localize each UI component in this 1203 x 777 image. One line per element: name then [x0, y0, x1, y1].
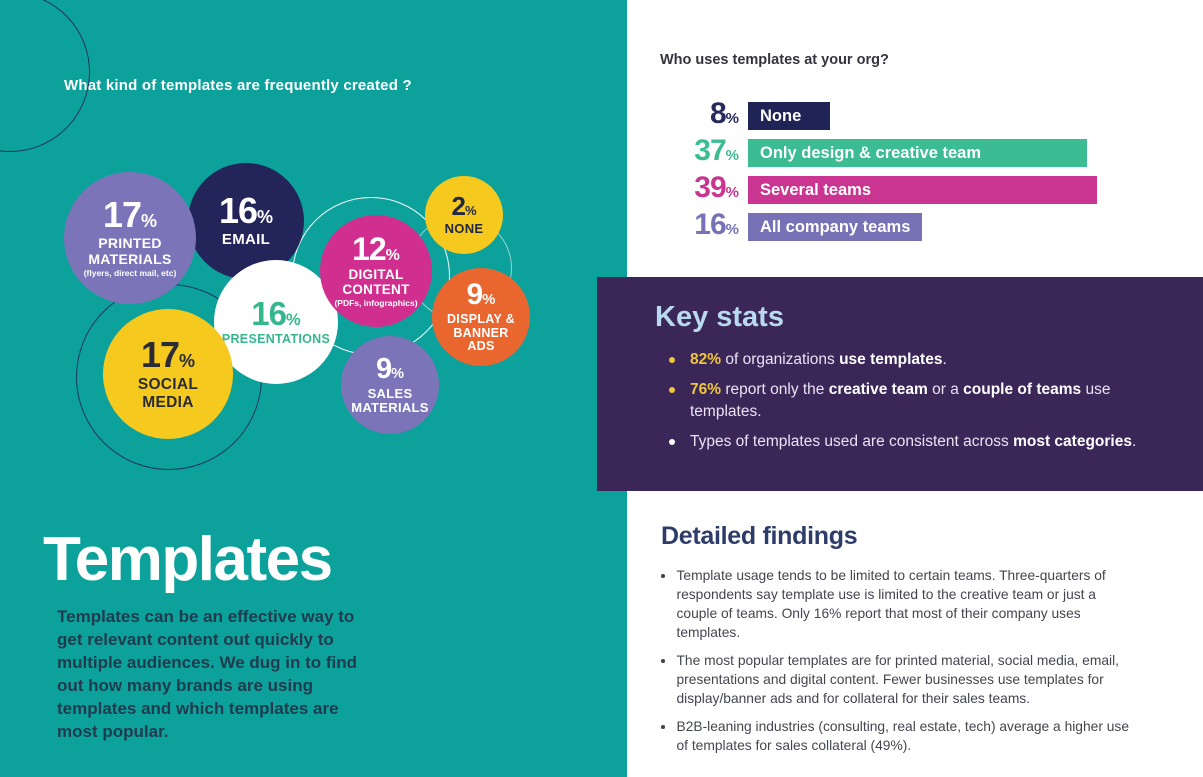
- bubble-social-media: 17% SOCIAL MEDIA: [103, 309, 233, 439]
- bubble-label: EMAIL: [221, 231, 271, 249]
- bubble-value: 17%: [140, 334, 196, 376]
- left-panel: What kind of templates are frequently cr…: [0, 0, 627, 777]
- intro-paragraph: Templates can be an effective way to get…: [57, 607, 358, 741]
- bubble-value: 2%: [451, 191, 477, 222]
- bar-label: All company teams: [760, 217, 911, 236]
- bar-label: Only design & creative team: [760, 143, 982, 162]
- bubble-none: 2% NONE: [425, 176, 503, 254]
- bullet-dot: [661, 725, 665, 729]
- bubble-digital-content: 12% DIGITAL CONTENT (PDFs, infographics): [320, 215, 432, 327]
- bubble-label: PRESENTATIONS: [221, 332, 331, 347]
- bubble-chart-question: What kind of templates are frequently cr…: [64, 77, 412, 94]
- bar-segment: All company teams: [748, 213, 922, 241]
- bar-row-none: 8% None: [660, 96, 1097, 130]
- detailed-findings-list: Template usage tends to be limited to ce…: [661, 566, 1139, 755]
- bubble-sales-materials: 9% SALES MATERIALS: [341, 336, 439, 434]
- bubble-value: 16%: [251, 295, 301, 333]
- key-stats-panel: Key stats 82% of organizations use templ…: [597, 277, 1203, 491]
- bullet-dot: [661, 659, 665, 663]
- bubble-label: SOCIAL MEDIA: [137, 376, 199, 411]
- bubble-email: 16% EMAIL: [188, 163, 304, 279]
- bar-percent: 39%: [694, 170, 739, 204]
- bubble-label: NONE: [444, 221, 484, 237]
- list-item: Types of templates used are consistent a…: [669, 431, 1148, 453]
- bullet-dot: [669, 439, 675, 445]
- bar-percent: 8%: [709, 96, 739, 130]
- bar-percent: 37%: [694, 133, 739, 167]
- bubble-sublabel: (PDFs, infographics): [334, 298, 418, 309]
- list-item: 76% report only the creative team or a c…: [669, 379, 1148, 423]
- bar-segment: Several teams: [748, 176, 1097, 204]
- bubble-presentations: 16% PRESENTATIONS: [214, 260, 338, 384]
- bullet-dot: [669, 357, 675, 363]
- bubble-value: 9%: [466, 277, 496, 311]
- page-title: Templates: [43, 525, 333, 594]
- detailed-findings-section: Detailed findings Template usage tends t…: [661, 522, 1139, 764]
- bubble-label: PRINTED MATERIALS: [88, 235, 172, 267]
- bubble-label: SALES MATERIALS: [351, 385, 429, 415]
- bullet-dot: [661, 574, 665, 578]
- bubble-display-banner-ads: 9% DISPLAY & BANNER ADS: [432, 268, 530, 366]
- bubble-value: 17%: [102, 194, 158, 236]
- key-stats-title: Key stats: [655, 301, 784, 333]
- bar-segment: None: [748, 102, 830, 130]
- list-item: The most popular templates are for print…: [661, 651, 1139, 708]
- bubble-value: 12%: [352, 230, 400, 267]
- bar-label: Several teams: [760, 180, 871, 199]
- bar-row-all-company: 16% All company teams: [660, 207, 1097, 241]
- bubble-value: 9%: [375, 352, 405, 385]
- list-item: B2B-leaning industries (consulting, real…: [661, 717, 1139, 755]
- decorative-ring: [0, 0, 90, 152]
- bar-percent: 16%: [694, 207, 739, 241]
- bullet-dot: [669, 387, 675, 393]
- bar-segment: Only design & creative team: [748, 139, 1087, 167]
- bubble-label: DIGITAL CONTENT: [342, 266, 410, 297]
- key-stats-list: 82% of organizations use templates. 76% …: [669, 349, 1148, 461]
- bar-label: None: [760, 106, 802, 125]
- bar-row-design-creative: 37% Only design & creative team: [660, 133, 1097, 167]
- bubble-label: DISPLAY & BANNER ADS: [446, 311, 515, 354]
- bar-row-several-teams: 39% Several teams: [660, 170, 1097, 204]
- detailed-findings-title: Detailed findings: [661, 522, 858, 550]
- list-item: Template usage tends to be limited to ce…: [661, 566, 1139, 642]
- bubble-value: 16%: [218, 190, 274, 232]
- bubble-printed-materials: 17% PRINTED MATERIALS (flyers, direct ma…: [64, 172, 196, 304]
- list-item: 82% of organizations use templates.: [669, 349, 1148, 371]
- bubble-sublabel: (flyers, direct mail, etc): [83, 268, 177, 278]
- bar-chart: 8% None 37% Only design & creative team …: [660, 96, 1097, 250]
- bar-chart-heading: Who uses templates at your org?: [660, 52, 889, 68]
